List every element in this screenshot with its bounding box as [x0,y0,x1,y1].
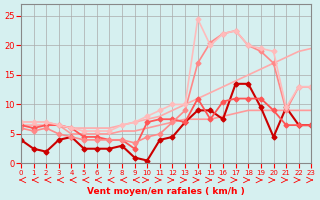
X-axis label: Vent moyen/en rafales ( km/h ): Vent moyen/en rafales ( km/h ) [87,187,245,196]
